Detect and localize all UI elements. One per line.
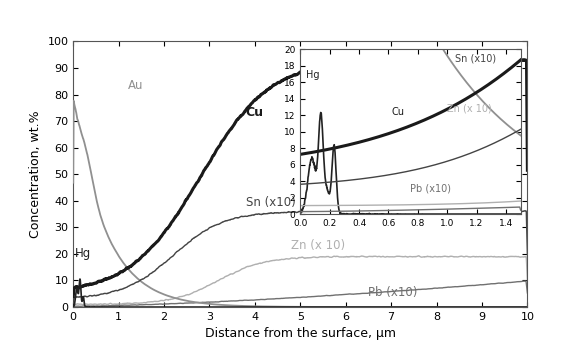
X-axis label: Distance from the surface, μm: Distance from the surface, μm bbox=[205, 327, 396, 341]
Text: Pb (x10): Pb (x10) bbox=[410, 183, 451, 193]
Text: Cu: Cu bbox=[246, 106, 264, 119]
Text: Hg: Hg bbox=[75, 247, 91, 259]
Text: Zn (x 10): Zn (x 10) bbox=[291, 239, 345, 252]
Text: Cu: Cu bbox=[391, 107, 404, 117]
Text: Au: Au bbox=[128, 79, 143, 92]
Text: Hg: Hg bbox=[306, 70, 320, 80]
Text: Sn (x10): Sn (x10) bbox=[455, 54, 496, 64]
Text: Sn (x10): Sn (x10) bbox=[246, 196, 295, 209]
Y-axis label: Concentration, wt.%: Concentration, wt.% bbox=[29, 110, 42, 238]
Text: Pb (x10): Pb (x10) bbox=[369, 286, 418, 299]
Text: Zn (x 10): Zn (x 10) bbox=[447, 103, 492, 113]
